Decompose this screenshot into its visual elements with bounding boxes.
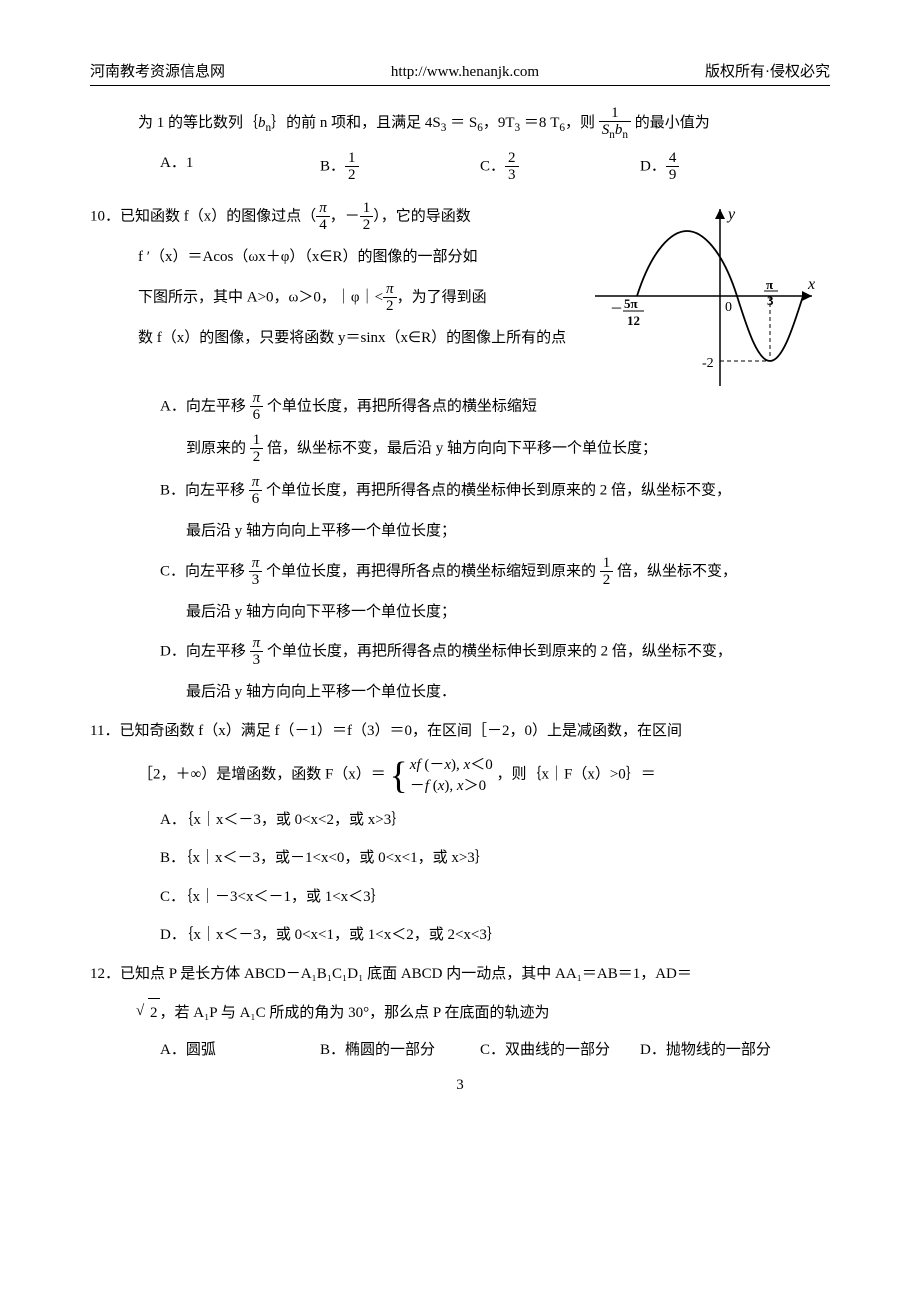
- q10-choice-a2: 到原来的 12 倍，纵坐标不变，最后沿 y 轴方向向下平移一个单位长度；: [90, 433, 830, 465]
- q10-block: 10．已知函数 f（x）的图像过点（π4，－12），它的导函数 f ′（x）＝A…: [90, 201, 830, 391]
- q12-choice-a: A．圆弧: [160, 1038, 320, 1059]
- q10-choice-b2: 最后沿 y 轴方向向上平移一个单位长度；: [90, 517, 830, 546]
- svg-text:3: 3: [767, 293, 774, 308]
- q12-choice-d: D．抛物线的一部分: [640, 1038, 800, 1059]
- q9-choices: A．1 B．12 C．23 D．49: [90, 151, 830, 183]
- svg-text:5π: 5π: [624, 296, 638, 311]
- q12-choices: A．圆弧 B．椭圆的一部分 C．双曲线的一部分 D．抛物线的一部分: [90, 1038, 830, 1059]
- q12-line2: 2，若 A₁P 与 A₁C 所成的角为 30°，那么点 P 在底面的轨迹为: [90, 998, 830, 1028]
- q10-line2: f ′（x）＝Acos（ωx＋φ）（x∈R）的图像的一部分如: [90, 243, 582, 272]
- q11-choice-d: D．｛x｜x＜－3，或 0<x<1，或 1<x＜2，或 2<x<3｝: [90, 921, 830, 950]
- q9-frac: 1Snbn: [599, 106, 631, 141]
- q9-line: 为 1 的等比数列｛bn｝的前 n 项和，且满足 4S3 ＝ S6，9T3 ＝8…: [90, 106, 830, 141]
- q11-line2: ［2，＋∞）是增函数，函数 F（x）＝ { xf (－x), x＜0 －f (x…: [90, 755, 830, 796]
- origin-label: 0: [725, 300, 732, 315]
- q9-choice-a: A．1: [160, 151, 320, 183]
- page-number: 3: [90, 1077, 830, 1094]
- q12-choice-b: B．椭圆的一部分: [320, 1038, 480, 1059]
- q12-line1: 12．已知点 P 是长方体 ABCD－A₁B₁C₁D₁ 底面 ABCD 内一动点…: [90, 960, 830, 989]
- q10-choice-d2: 最后沿 y 轴方向向上平移一个单位长度．: [90, 678, 830, 707]
- q11-choice-b: B．｛x｜x＜－3，或－1<x<0，或 0<x<1，或 x>3｝: [90, 844, 830, 873]
- q10-line1: 10．已知函数 f（x）的图像过点（π4，－12），它的导函数: [90, 201, 582, 233]
- header-center: http://www.henanjk.com: [391, 64, 539, 81]
- q10-graph: x y 0 － 5π 12 π 3 -2: [590, 201, 820, 391]
- page-header: 河南教考资源信息网 http://www.henanjk.com 版权所有·侵权…: [90, 60, 830, 86]
- q10-choice-d1: D．向左平移 π3 个单位长度，再把所得各点的横坐标伸长到原来的 2 倍，纵坐标…: [90, 636, 830, 668]
- q11-line1: 11．已知奇函数 f（x）满足 f（－1）＝f（3）＝0，在区间［－2，0）上是…: [90, 717, 830, 746]
- q10-choice-a1: A．向左平移 π6 个单位长度，再把所得各点的横坐标缩短: [90, 391, 830, 423]
- q9-choice-d: D．49: [640, 151, 800, 183]
- q11-choice-a: A．｛x｜x＜－3，或 0<x<2，或 x>3｝: [90, 806, 830, 835]
- q10-line3: 下图所示，其中 A>0，ω＞0，｜φ｜<π2，为了得到函: [90, 282, 582, 314]
- sqrt-icon: 2: [138, 998, 160, 1028]
- q10-choice-c1: C．向左平移 π3 个单位长度，再把得所各点的横坐标缩短到原来的 12 倍，纵坐…: [90, 556, 830, 588]
- q9-choice-c: C．23: [480, 151, 640, 183]
- header-right: 版权所有·侵权必究: [705, 60, 830, 81]
- svg-text:π: π: [766, 277, 773, 292]
- svg-text:12: 12: [627, 313, 640, 328]
- svg-text:-2: -2: [702, 356, 714, 371]
- q11-piecewise: { xf (－x), x＜0 －f (x), x＞0: [390, 755, 493, 796]
- x-axis-label: x: [807, 276, 815, 293]
- q9-choice-b: B．12: [320, 151, 480, 183]
- q11-choice-c: C．｛x｜－3<x＜－1，或 1<x＜3｝: [90, 883, 830, 912]
- q12-choice-c: C．双曲线的一部分: [480, 1038, 640, 1059]
- q10-choice-c2: 最后沿 y 轴方向向下平移一个单位长度；: [90, 598, 830, 627]
- svg-text:－: －: [610, 301, 623, 316]
- header-left: 河南教考资源信息网: [90, 60, 225, 81]
- q10-line4: 数 f（x）的图像，只要将函数 y＝sinx（x∈R）的图像上所有的点: [90, 324, 582, 353]
- q10-choice-b1: B．向左平移 π6 个单位长度，再把所得各点的横坐标伸长到原来的 2 倍，纵坐标…: [90, 475, 830, 507]
- y-axis-label: y: [726, 206, 736, 223]
